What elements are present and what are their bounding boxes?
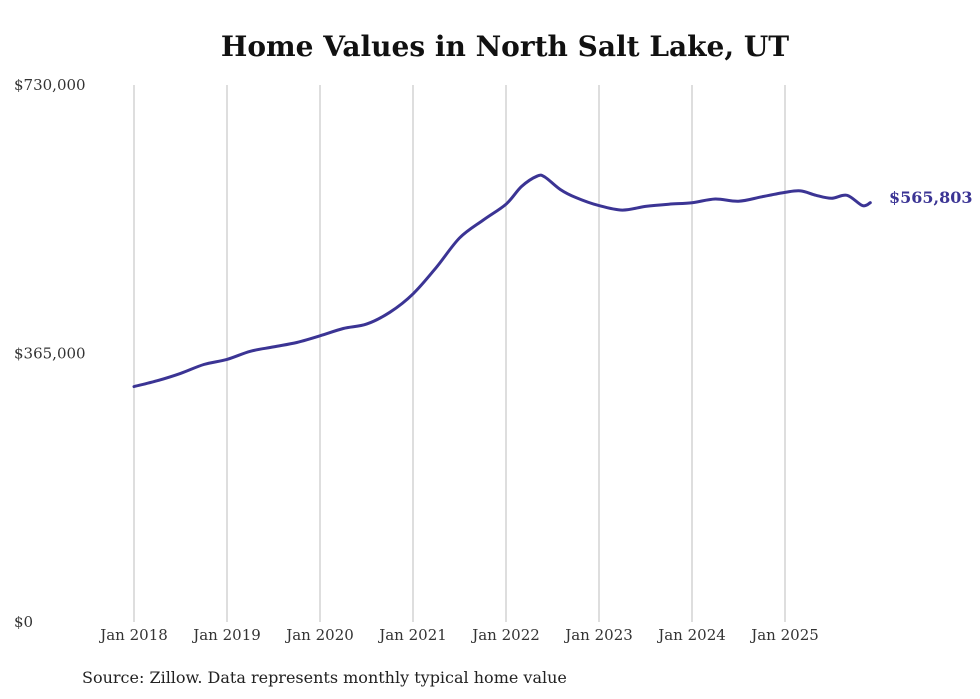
y-tick-label: $0 [14, 613, 33, 631]
x-tick-label: Jan 2022 [470, 626, 540, 644]
home-value-line [132, 173, 872, 389]
end-value-label: $565,803 [889, 188, 973, 207]
x-tick-label: Jan 2024 [656, 626, 726, 644]
x-tick-label: Jan 2025 [749, 626, 819, 644]
y-tick-label: $730,000 [14, 76, 86, 94]
x-tick-label: Jan 2023 [563, 626, 633, 644]
chart-title: Home Values in North Salt Lake, UT [220, 30, 790, 63]
y-tick-label: $365,000 [14, 345, 86, 363]
x-tick-label: Jan 2019 [191, 626, 261, 644]
x-tick-label: Jan 2018 [98, 626, 168, 644]
x-tick-label: Jan 2020 [284, 626, 354, 644]
x-tick-label: Jan 2021 [377, 626, 447, 644]
source-note: Source: Zillow. Data represents monthly … [82, 668, 567, 687]
